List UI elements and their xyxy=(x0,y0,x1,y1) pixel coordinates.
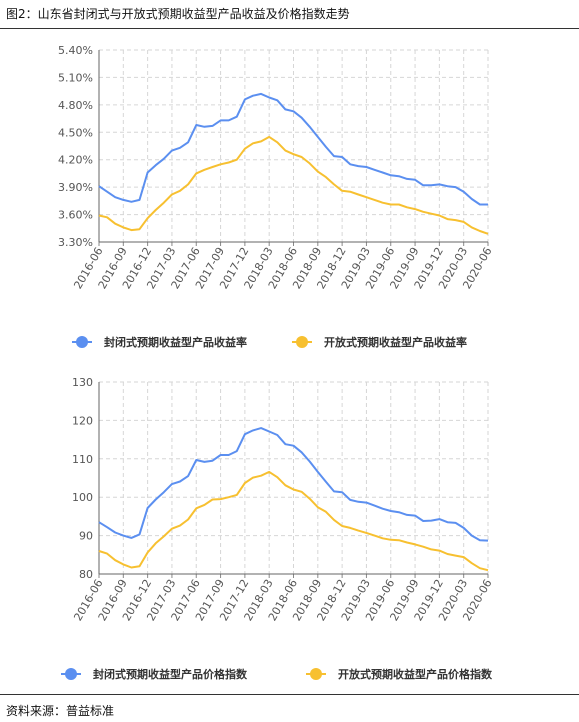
series-line-1 xyxy=(98,135,489,235)
legend-item-1: 开放式预期收益型产品价格指数 xyxy=(306,667,493,681)
y-tick-label: 5.40% xyxy=(58,44,93,57)
series-line-0 xyxy=(98,427,489,542)
y-tick-label: 110 xyxy=(72,453,93,466)
legend-label: 开放式预期收益型产品收益率 xyxy=(324,335,467,349)
y-tick-label: 4.50% xyxy=(58,126,93,139)
y-tick-label: 130 xyxy=(72,376,93,389)
legend-dot-marker xyxy=(76,336,88,348)
y-tick-label: 3.60% xyxy=(58,209,93,222)
series-line-1 xyxy=(98,470,489,572)
legend-dot-marker xyxy=(310,668,322,680)
y-tick-label: 3.90% xyxy=(58,181,93,194)
legend-item-0: 封闭式预期收益型产品收益率 xyxy=(72,335,247,349)
series-line-0 xyxy=(98,92,488,206)
source-note: 资料来源：普益标准 xyxy=(6,704,115,718)
y-tick-label: 3.30% xyxy=(58,236,93,249)
y-tick-label: 90 xyxy=(79,530,93,543)
y-tick-label: 120 xyxy=(72,414,93,427)
y-tick-label: 80 xyxy=(79,568,93,581)
legend-item-1: 开放式预期收益型产品收益率 xyxy=(292,335,467,349)
legend-label: 封闭式预期收益型产品收益率 xyxy=(104,335,247,349)
legend-dot-marker xyxy=(296,336,308,348)
figure-title: 图2：山东省封闭式与开放式预期收益型产品收益及价格指数走势 xyxy=(6,7,350,21)
bottom-rule xyxy=(0,694,579,695)
top-rule xyxy=(0,28,579,29)
price-index-line-chart: 13012011010090802016-062016-092016-12201… xyxy=(61,376,495,681)
legend-label: 开放式预期收益型产品价格指数 xyxy=(338,667,493,681)
y-tick-label: 100 xyxy=(72,491,93,504)
yield-rate-line-chart: 5.40% 5.10% 4.80% 4.50% 4.20% 3.90% 3.60% 3.30%… xyxy=(58,44,495,349)
legend-label: 封闭式预期收益型产品价格指数 xyxy=(93,667,248,681)
y-tick-label: 5.10% xyxy=(58,71,93,84)
y-tick-label: 4.20% xyxy=(58,154,93,167)
legend-item-0: 封闭式预期收益型产品价格指数 xyxy=(61,667,248,681)
legend-dot-marker xyxy=(65,668,77,680)
y-tick-label: 4.80% xyxy=(58,99,93,112)
